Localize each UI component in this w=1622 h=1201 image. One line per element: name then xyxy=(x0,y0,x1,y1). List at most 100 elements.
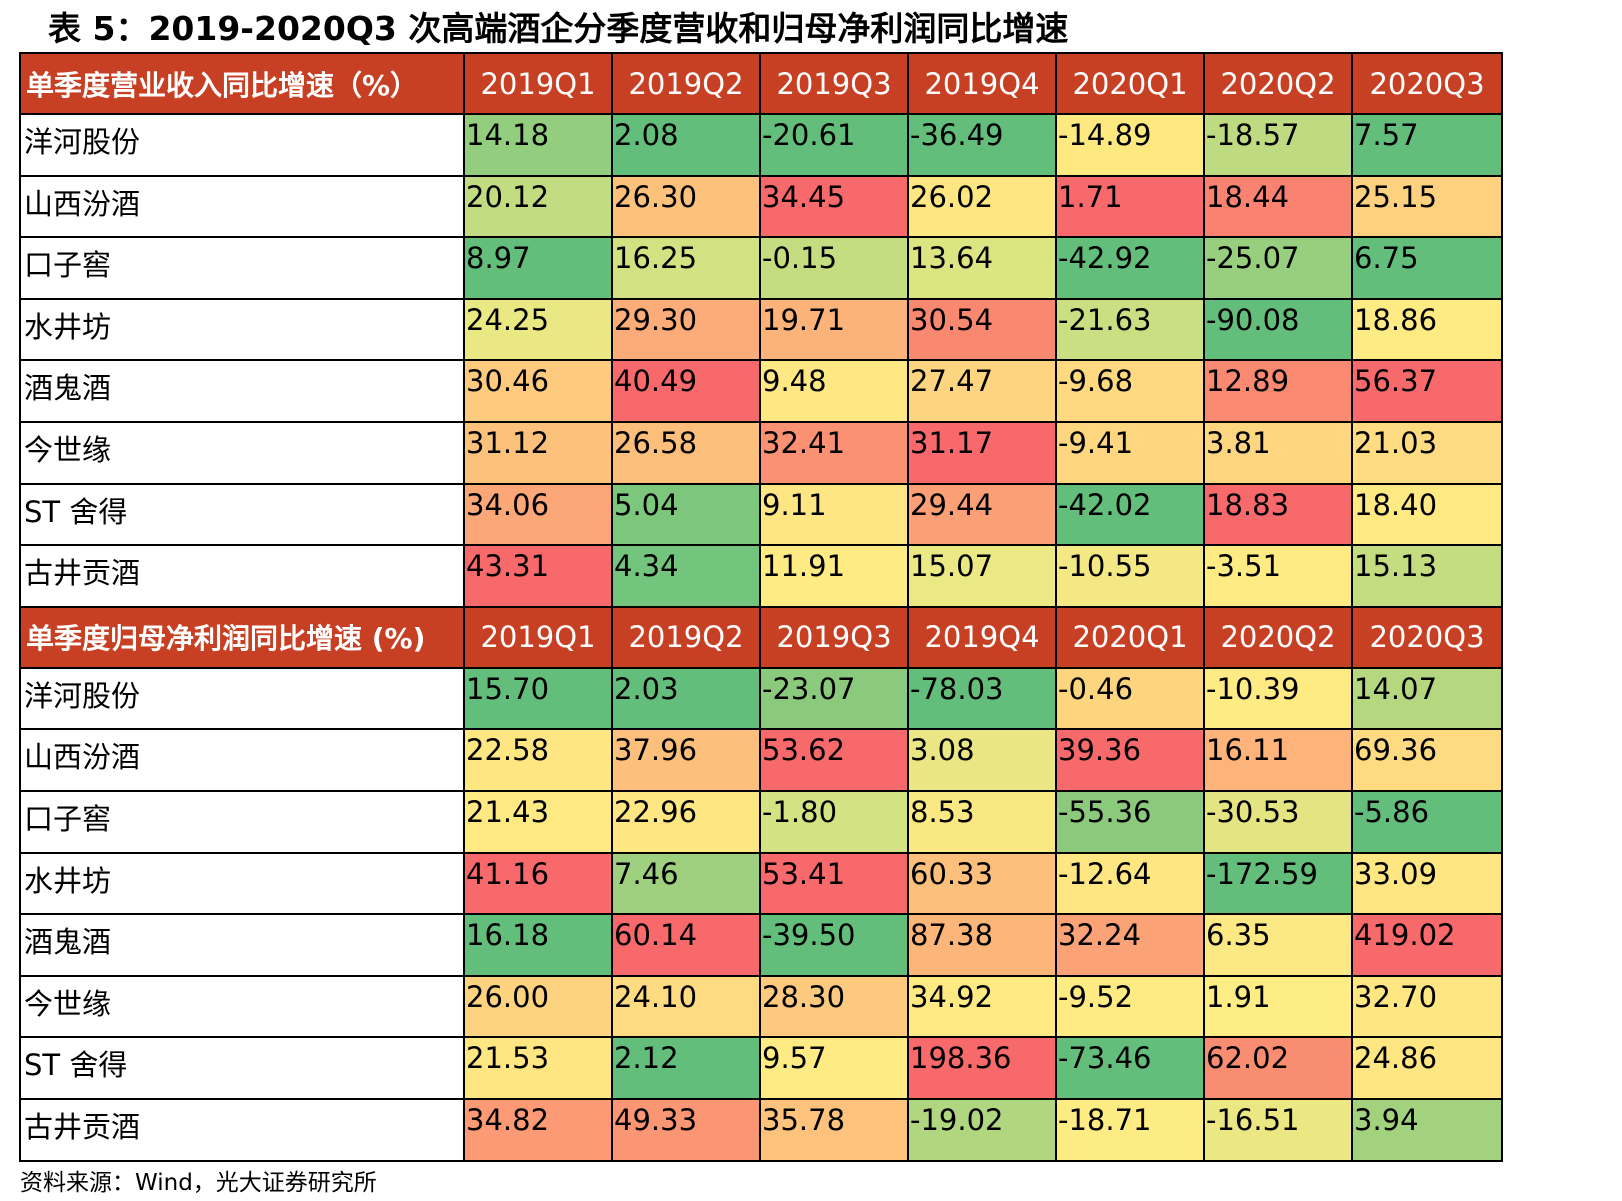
value-cell: -18.71 xyxy=(1055,1097,1205,1162)
value-cell: 30.46 xyxy=(463,359,613,423)
value-cell: -10.55 xyxy=(1055,544,1205,608)
table-row: 水井坊 24.25 29.30 19.71 30.54 -21.63 -90.08 18.86 xyxy=(19,297,1503,362)
column-header: 2019Q1 xyxy=(463,52,613,115)
company-name-cell: 洋河股份 xyxy=(19,113,465,177)
value-cell: -14.89 xyxy=(1055,113,1205,177)
value-cell: 29.44 xyxy=(907,482,1057,547)
value-cell: -19.02 xyxy=(907,1097,1057,1162)
company-name-cell: 山西汾酒 xyxy=(19,728,465,792)
table-row: 口子窖 8.97 16.25 -0.15 13.64 -42.92 -25.07 6.75 xyxy=(19,236,1503,300)
value-cell: 87.38 xyxy=(907,913,1057,977)
value-cell: 21.03 xyxy=(1351,420,1503,485)
value-cell: 1.71 xyxy=(1055,174,1205,239)
value-cell: -9.52 xyxy=(1055,974,1205,1039)
section-header-label: 单季度营业收入同比增速（%） xyxy=(19,52,465,115)
value-cell: 53.41 xyxy=(759,851,909,916)
value-cell: 26.02 xyxy=(907,174,1057,239)
value-cell: 40.49 xyxy=(611,359,761,423)
table-row: 酒鬼酒 16.18 60.14 -39.50 87.38 32.24 6.35 419.02 xyxy=(19,913,1503,977)
value-cell: 8.53 xyxy=(907,789,1057,854)
value-cell: 15.07 xyxy=(907,544,1057,608)
value-cell: -1.80 xyxy=(759,789,909,854)
company-name-cell: 口子窖 xyxy=(19,789,465,854)
value-cell: 28.30 xyxy=(759,974,909,1039)
column-header: 2020Q1 xyxy=(1055,52,1205,115)
table-row: ST 舍得 21.53 2.12 9.57 198.36 -73.46 62.02 24.86 xyxy=(19,1036,1503,1100)
value-cell: 31.17 xyxy=(907,420,1057,485)
value-cell: 2.03 xyxy=(611,666,761,731)
value-cell: 12.89 xyxy=(1203,359,1353,423)
table-row: 今世缘 31.12 26.58 32.41 31.17 -9.41 3.81 21.03 xyxy=(19,420,1503,485)
value-cell: -78.03 xyxy=(907,666,1057,731)
value-cell: -73.46 xyxy=(1055,1036,1205,1100)
value-cell: 21.53 xyxy=(463,1036,613,1100)
company-name-cell: 古井贡酒 xyxy=(19,1097,465,1162)
value-cell: 4.34 xyxy=(611,544,761,608)
value-cell: -30.53 xyxy=(1203,789,1353,854)
value-cell: 6.35 xyxy=(1203,913,1353,977)
value-cell: 26.30 xyxy=(611,174,761,239)
value-cell: 3.08 xyxy=(907,728,1057,792)
column-header: 2020Q3 xyxy=(1351,52,1503,115)
value-cell: 69.36 xyxy=(1351,728,1503,792)
value-cell: -172.59 xyxy=(1203,851,1353,916)
value-cell: 13.64 xyxy=(907,236,1057,300)
company-name-cell: 今世缘 xyxy=(19,420,465,485)
value-cell: 14.18 xyxy=(463,113,613,177)
table-row: 山西汾酒 22.58 37.96 53.62 3.08 39.36 16.11 69.36 xyxy=(19,728,1503,792)
value-cell: 22.58 xyxy=(463,728,613,792)
value-cell: 20.12 xyxy=(463,174,613,239)
source-note: 资料来源：Wind，光大证券研究所 xyxy=(20,1170,377,1196)
value-cell: 32.41 xyxy=(759,420,909,485)
table-row: 洋河股份 15.70 2.03 -23.07 -78.03 -0.46 -10.39 14.0… xyxy=(19,666,1503,731)
value-cell: 34.92 xyxy=(907,974,1057,1039)
value-cell: 60.33 xyxy=(907,851,1057,916)
value-cell: 18.40 xyxy=(1351,482,1503,547)
section-header-row: 单季度归母净利润同比增速 (%) 2019Q1 2019Q2 2019Q3 2019Q4… xyxy=(19,605,1503,669)
company-name-cell: ST 舍得 xyxy=(19,1036,465,1100)
value-cell: 53.62 xyxy=(759,728,909,792)
value-cell: -9.41 xyxy=(1055,420,1205,485)
company-name-cell: 水井坊 xyxy=(19,297,465,362)
value-cell: 6.75 xyxy=(1351,236,1503,300)
value-cell: -0.15 xyxy=(759,236,909,300)
value-cell: -42.92 xyxy=(1055,236,1205,300)
company-name-cell: 今世缘 xyxy=(19,974,465,1039)
table-row: 山西汾酒 20.12 26.30 34.45 26.02 1.71 18.44 25.15 xyxy=(19,174,1503,239)
value-cell: 35.78 xyxy=(759,1097,909,1162)
section-header-row: 单季度营业收入同比增速（%） 2019Q1 2019Q2 2019Q3 2019Q4 20… xyxy=(19,52,1503,115)
value-cell: 16.18 xyxy=(463,913,613,977)
value-cell: 16.11 xyxy=(1203,728,1353,792)
table-row: 酒鬼酒 30.46 40.49 9.48 27.47 -9.68 12.89 56.37 xyxy=(19,359,1503,423)
growth-heatmap-table: 单季度营业收入同比增速（%） 2019Q1 2019Q2 2019Q3 2019Q4 20… xyxy=(19,52,1503,1162)
value-cell: -25.07 xyxy=(1203,236,1353,300)
value-cell: -23.07 xyxy=(759,666,909,731)
value-cell: 30.54 xyxy=(907,297,1057,362)
value-cell: 31.12 xyxy=(463,420,613,485)
company-name-cell: 山西汾酒 xyxy=(19,174,465,239)
value-cell: 18.44 xyxy=(1203,174,1353,239)
table-title: 表 5：2019-2020Q3 次高端酒企分季度营收和归母净利润同比增速 xyxy=(48,9,1069,48)
value-cell: 62.02 xyxy=(1203,1036,1353,1100)
company-name-cell: 口子窖 xyxy=(19,236,465,300)
value-cell: 419.02 xyxy=(1351,913,1503,977)
column-header: 2019Q3 xyxy=(759,52,909,115)
value-cell: 24.10 xyxy=(611,974,761,1039)
value-cell: 7.46 xyxy=(611,851,761,916)
value-cell: 32.70 xyxy=(1351,974,1503,1039)
value-cell: -12.64 xyxy=(1055,851,1205,916)
value-cell: -39.50 xyxy=(759,913,909,977)
table-row: 水井坊 41.16 7.46 53.41 60.33 -12.64 -172.59 33.09 xyxy=(19,851,1503,916)
column-header: 2020Q3 xyxy=(1351,605,1503,669)
value-cell: 34.06 xyxy=(463,482,613,547)
value-cell: -3.51 xyxy=(1203,544,1353,608)
value-cell: 41.16 xyxy=(463,851,613,916)
value-cell: -90.08 xyxy=(1203,297,1353,362)
value-cell: 26.00 xyxy=(463,974,613,1039)
value-cell: -18.57 xyxy=(1203,113,1353,177)
value-cell: 7.57 xyxy=(1351,113,1503,177)
company-name-cell: 酒鬼酒 xyxy=(19,913,465,977)
value-cell: 37.96 xyxy=(611,728,761,792)
column-header: 2019Q3 xyxy=(759,605,909,669)
table-row: 洋河股份 14.18 2.08 -20.61 -36.49 -14.89 -18.57 7.5… xyxy=(19,113,1503,177)
